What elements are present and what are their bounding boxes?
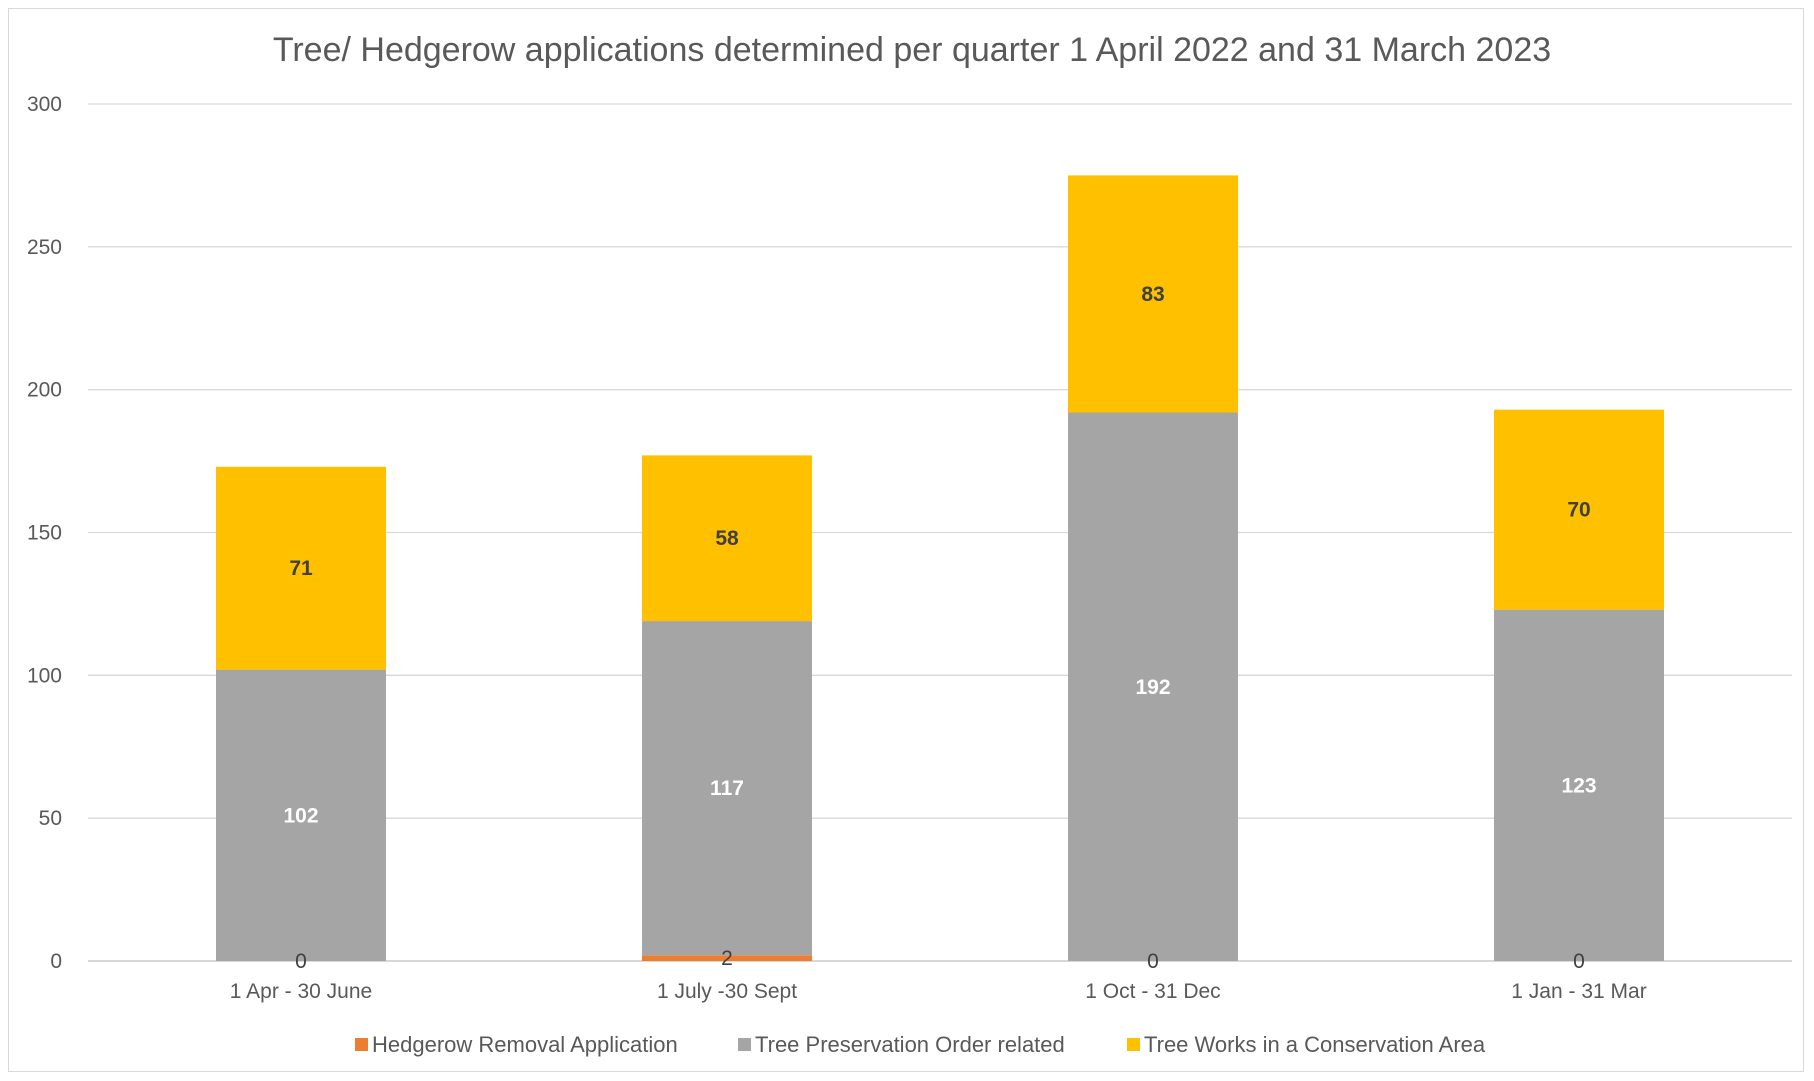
data-label: 192	[1135, 676, 1170, 699]
x-axis-labels: 1 Apr - 30 June 1 July -30 Sept 1 Oct - 31…	[230, 980, 1647, 1003]
bar-segment	[1494, 409, 1664, 610]
legend-label: Tree Preservation Order related	[755, 1032, 1065, 1057]
legend-swatch	[1127, 1038, 1140, 1051]
y-tick-label: 200	[27, 379, 62, 402]
bar-segment	[1068, 175, 1238, 413]
bars	[216, 175, 1664, 961]
data-label: 0	[1147, 950, 1159, 973]
y-axis-ticks: 0 50 100 150 200 250 300	[27, 93, 62, 973]
data-label: 117	[710, 777, 744, 800]
y-tick-label: 100	[27, 664, 62, 687]
y-tick-label: 300	[27, 93, 62, 116]
data-label: 0	[1573, 950, 1585, 973]
bar-segment	[216, 466, 386, 670]
legend-swatch	[738, 1038, 751, 1051]
data-label: 0	[295, 950, 307, 973]
bar-segment	[216, 669, 386, 961]
data-label: 71	[289, 557, 313, 580]
chart-title: Tree/ Hedgerow applications determined p…	[273, 31, 1551, 69]
data-label: 123	[1561, 774, 1596, 797]
data-label: 83	[1141, 283, 1164, 306]
legend-swatch	[355, 1038, 368, 1051]
bar-segment	[642, 455, 812, 622]
x-tick-label: 1 July -30 Sept	[657, 980, 797, 1003]
data-label: 70	[1567, 499, 1590, 522]
x-tick-label: 1 Apr - 30 June	[230, 980, 372, 1003]
legend-label: Hedgerow Removal Application	[372, 1032, 678, 1057]
bar-segment	[642, 621, 812, 956]
y-tick-label: 0	[50, 950, 62, 973]
bar-segment	[1494, 609, 1664, 961]
x-tick-label: 1 Jan - 31 Mar	[1511, 980, 1646, 1003]
y-tick-label: 150	[27, 522, 62, 545]
data-label: 2	[721, 947, 733, 970]
data-label: 102	[283, 804, 318, 827]
legend-label: Tree Works in a Conservation Area	[1144, 1032, 1486, 1057]
legend: Hedgerow Removal Application Tree Preserv…	[355, 1032, 1486, 1057]
data-label: 58	[715, 527, 739, 550]
x-tick-label: 1 Oct - 31 Dec	[1085, 980, 1220, 1003]
data-labels: 0 102 71 2 117 58 0 192 83 0 123 70	[283, 283, 1596, 973]
y-tick-label: 50	[39, 807, 62, 830]
y-tick-label: 250	[27, 236, 62, 259]
bar-segment	[642, 955, 812, 961]
bar-segment	[1068, 412, 1238, 961]
